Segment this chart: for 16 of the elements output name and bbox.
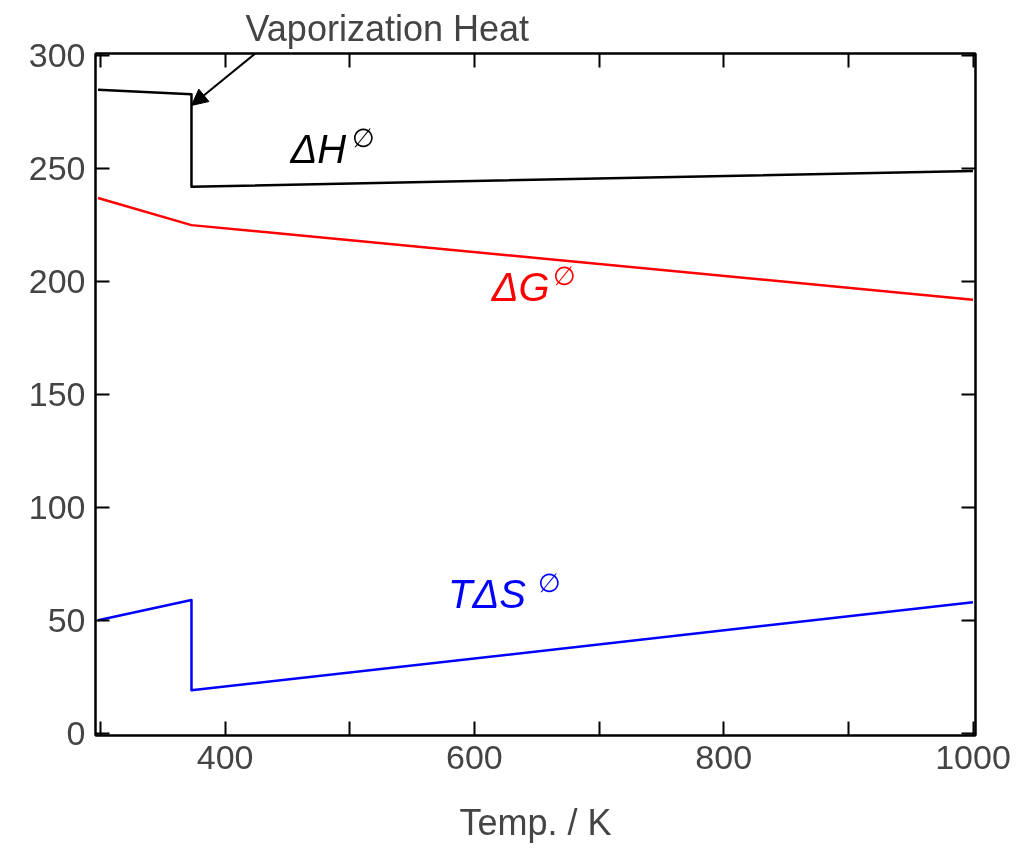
y-tick-label: 200 [28, 262, 86, 301]
y-tick-label: 0 [66, 713, 86, 752]
x-tick-label: 1000 [935, 737, 1011, 776]
x-tick-label: 600 [446, 737, 503, 776]
x-tick-label: 400 [196, 737, 254, 776]
x-axis-title: Temp. / K [459, 801, 612, 843]
series-label: ΔH∅ [289, 122, 376, 171]
series-label: TΔS∅ [448, 568, 562, 617]
y-tick-label: 250 [28, 149, 86, 188]
y-tick-label: 100 [28, 487, 86, 526]
annotation: Vaporization Heat [245, 7, 529, 49]
y-tick-label: 150 [28, 375, 86, 413]
x-tick-label: 800 [695, 737, 753, 776]
y-tick-label: 50 [47, 600, 86, 639]
series-label: ΔG∅ [490, 260, 577, 309]
y-tick-label: 300 [28, 36, 86, 75]
